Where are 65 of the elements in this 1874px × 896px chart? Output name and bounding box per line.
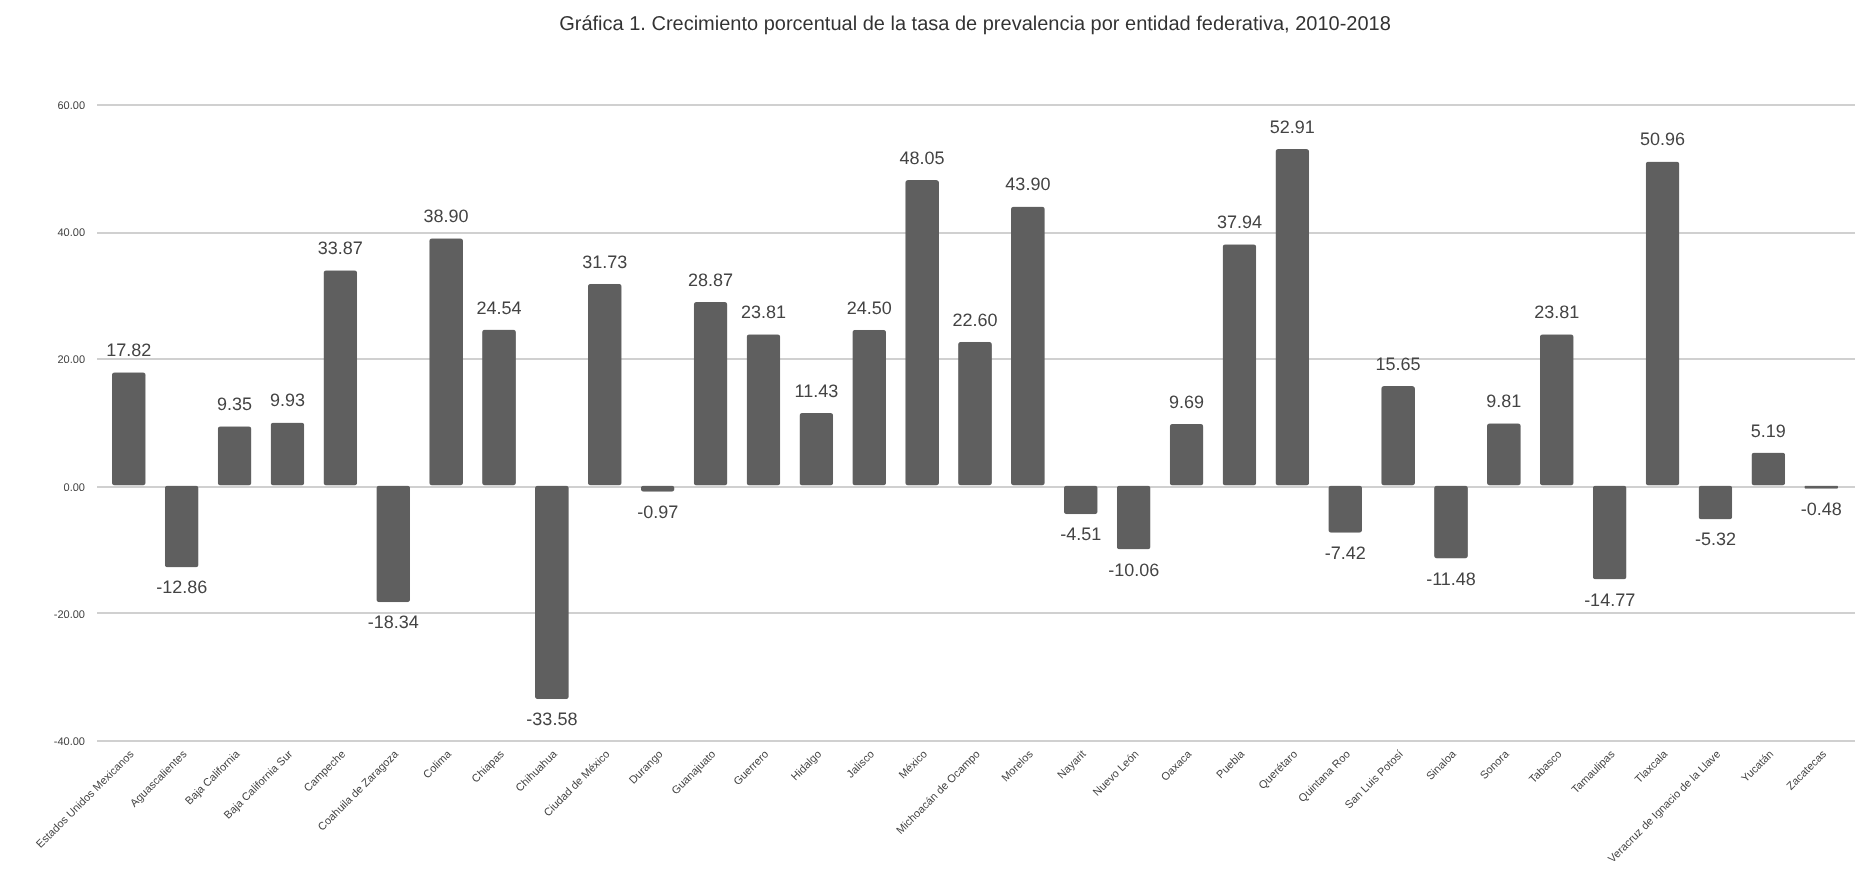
data-label: -7.42 — [1324, 542, 1366, 563]
data-label: -33.58 — [526, 709, 578, 730]
bar — [1275, 149, 1310, 486]
bar — [164, 485, 199, 568]
bar — [1751, 452, 1786, 486]
data-label: 9.93 — [269, 390, 305, 411]
data-label: -0.48 — [1800, 498, 1842, 519]
data-label: 23.81 — [740, 302, 786, 323]
data-label: 52.91 — [1269, 117, 1315, 138]
bar — [587, 283, 622, 486]
data-label: 17.82 — [106, 340, 152, 361]
data-label: 24.50 — [846, 297, 892, 318]
data-label: -0.97 — [637, 501, 679, 522]
bar — [1645, 161, 1680, 486]
bar — [1592, 485, 1627, 580]
bar — [746, 334, 781, 486]
data-label: 9.69 — [1169, 391, 1205, 412]
data-label: 9.81 — [1486, 391, 1522, 412]
bar — [958, 341, 992, 486]
bar — [852, 329, 887, 486]
bar — [1116, 485, 1151, 550]
data-label: -10.06 — [1108, 559, 1160, 580]
data-label: 38.90 — [423, 206, 469, 227]
data-label: -14.77 — [1584, 589, 1636, 610]
bar — [482, 329, 516, 486]
data-label: 31.73 — [582, 251, 628, 272]
data-label: 43.90 — [1005, 174, 1051, 195]
bar — [1063, 485, 1098, 515]
bar — [1222, 244, 1257, 486]
data-label: 5.19 — [1750, 420, 1786, 441]
data-label: 48.05 — [899, 148, 945, 168]
data-label: -4.51 — [1060, 524, 1102, 545]
chart-title: Gráfica 1. Crecimiento porcentual de la tasa de prevalencia por entidad federativa, 2010-2018 — [559, 14, 1392, 36]
data-label: 11.43 — [794, 380, 839, 401]
data-label: 22.60 — [952, 309, 998, 330]
bar — [1010, 206, 1045, 486]
data-label: -12.86 — [156, 577, 208, 598]
bar — [534, 485, 569, 700]
bar — [905, 180, 940, 486]
bar — [1486, 423, 1521, 486]
bar — [1539, 334, 1574, 486]
data-label: -18.34 — [367, 612, 419, 633]
bar — [1698, 485, 1733, 520]
bar — [1434, 485, 1468, 559]
data-label: 28.87 — [688, 269, 734, 290]
bar — [1169, 423, 1204, 486]
bar — [1381, 386, 1416, 486]
data-label: 9.35 — [217, 394, 253, 415]
data-label: 15.65 — [1375, 354, 1421, 375]
data-label: -5.32 — [1694, 529, 1736, 550]
data-label: 23.81 — [1534, 302, 1580, 323]
bar — [1328, 485, 1363, 533]
bar — [799, 412, 834, 486]
data-label: -11.48 — [1426, 568, 1476, 589]
bar — [376, 485, 411, 603]
bar — [270, 422, 305, 486]
bar — [429, 238, 464, 486]
data-label: 24.54 — [476, 297, 522, 318]
data-label: 33.87 — [317, 238, 363, 259]
bar — [111, 372, 146, 486]
bar — [693, 301, 728, 486]
bar — [217, 426, 252, 486]
data-label: 37.94 — [1216, 212, 1262, 233]
data-label: 50.96 — [1640, 129, 1686, 150]
bar — [323, 270, 358, 486]
